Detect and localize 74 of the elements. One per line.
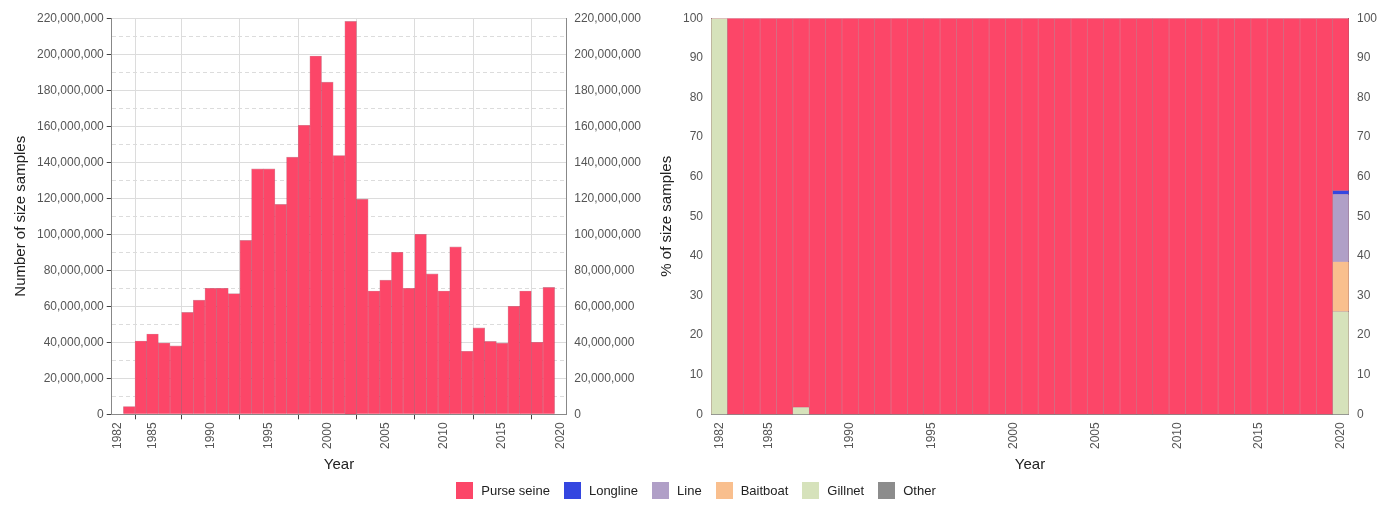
y-axis-title: Number of size samples [11, 135, 29, 297]
y-tick-label: 120,000,000 [37, 190, 105, 205]
x-tick-label: 1982 [711, 421, 726, 450]
legend-label: Other [903, 483, 936, 498]
y-tick-label: 0 [97, 406, 105, 421]
x-tick-label: 1985 [144, 421, 159, 450]
x-tick-label: 2005 [1087, 421, 1102, 450]
x-axis-title: Year [323, 455, 355, 473]
y2-tick-label: 40 [1356, 248, 1371, 263]
x-tick-label: 2010 [1169, 421, 1184, 450]
y-tick-label: 50 [689, 208, 704, 223]
y2-tick-label: 60,000,000 [574, 298, 635, 313]
y2-tick-label: 20,000,000 [574, 370, 635, 385]
y-tick-label: 20 [689, 327, 704, 342]
x-tick-label: 2020 [552, 421, 567, 450]
y2-tick-label: 90 [1356, 50, 1371, 65]
y-tick-label: 140,000,000 [37, 154, 105, 169]
y2-tick-label: 10 [1356, 367, 1371, 382]
y-tick-label: 60,000,000 [43, 298, 105, 313]
x-tick-label: 2000 [319, 421, 334, 450]
y2-tick-label: 20 [1356, 327, 1371, 342]
y-tick-label: 220,000,000 [37, 10, 105, 25]
y2-tick-label: 70 [1356, 129, 1371, 144]
x-tick-label: 2000 [1005, 421, 1020, 450]
x-tick-label: 1990 [842, 421, 857, 450]
y-tick-label: 100,000,000 [37, 226, 105, 241]
legend-label: Purse seine [481, 483, 550, 498]
x-tick-label: 2010 [436, 421, 451, 450]
x-tick-label: 1990 [203, 421, 218, 450]
y2-tick-label: 120,000,000 [574, 190, 642, 205]
y-tick-label: 0 [696, 406, 704, 421]
y2-tick-label: 100 [1356, 10, 1378, 25]
x-tick-label: 1985 [760, 421, 775, 450]
y-tick-label: 40 [689, 248, 704, 263]
y2-tick-label: 60 [1356, 168, 1371, 183]
y2-tick-label: 180,000,000 [574, 82, 642, 97]
y-tick-label: 70 [689, 129, 704, 144]
y2-tick-label: 100,000,000 [574, 226, 642, 241]
y-axis-title: % of size samples [657, 155, 675, 277]
x-tick-label: 2005 [377, 421, 392, 450]
y-tick-label: 20,000,000 [43, 370, 105, 385]
legend-label: Line [677, 483, 702, 498]
y2-tick-label: 80,000,000 [574, 262, 635, 277]
y-tick-label: 100 [682, 10, 704, 25]
y2-tick-label: 50 [1356, 208, 1371, 223]
y2-tick-label: 0 [1356, 406, 1364, 421]
x-tick-label: 1995 [924, 421, 939, 450]
y2-tick-label: 160,000,000 [574, 118, 642, 133]
y-tick-label: 200,000,000 [37, 46, 105, 61]
y2-tick-label: 220,000,000 [574, 10, 642, 25]
y-tick-label: 30 [689, 287, 704, 302]
legend-label: Baitboat [740, 483, 789, 498]
y-tick-label: 80 [689, 89, 704, 104]
x-tick-label: 2015 [1251, 421, 1266, 450]
y2-tick-label: 0 [574, 406, 582, 421]
y2-tick-label: 80 [1356, 89, 1371, 104]
x-axis-title: Year [1014, 455, 1046, 473]
x-tick-label: 2020 [1333, 421, 1348, 450]
y2-tick-label: 40,000,000 [574, 334, 635, 349]
x-tick-label: 2015 [494, 421, 509, 450]
y-tick-label: 10 [689, 367, 704, 382]
y2-tick-label: 30 [1356, 287, 1371, 302]
y-tick-label: 180,000,000 [37, 82, 105, 97]
y-tick-label: 160,000,000 [37, 118, 105, 133]
y-tick-label: 80,000,000 [43, 262, 105, 277]
y2-tick-label: 200,000,000 [574, 46, 642, 61]
y-tick-label: 40,000,000 [43, 334, 105, 349]
y-tick-label: 90 [689, 50, 704, 65]
legend-label: Longline [588, 483, 639, 498]
y-tick-label: 60 [689, 168, 704, 183]
x-tick-label: 1982 [109, 421, 124, 450]
y2-tick-label: 140,000,000 [574, 154, 642, 169]
x-tick-label: 1995 [261, 421, 276, 450]
legend-label: Gillnet [827, 483, 865, 498]
